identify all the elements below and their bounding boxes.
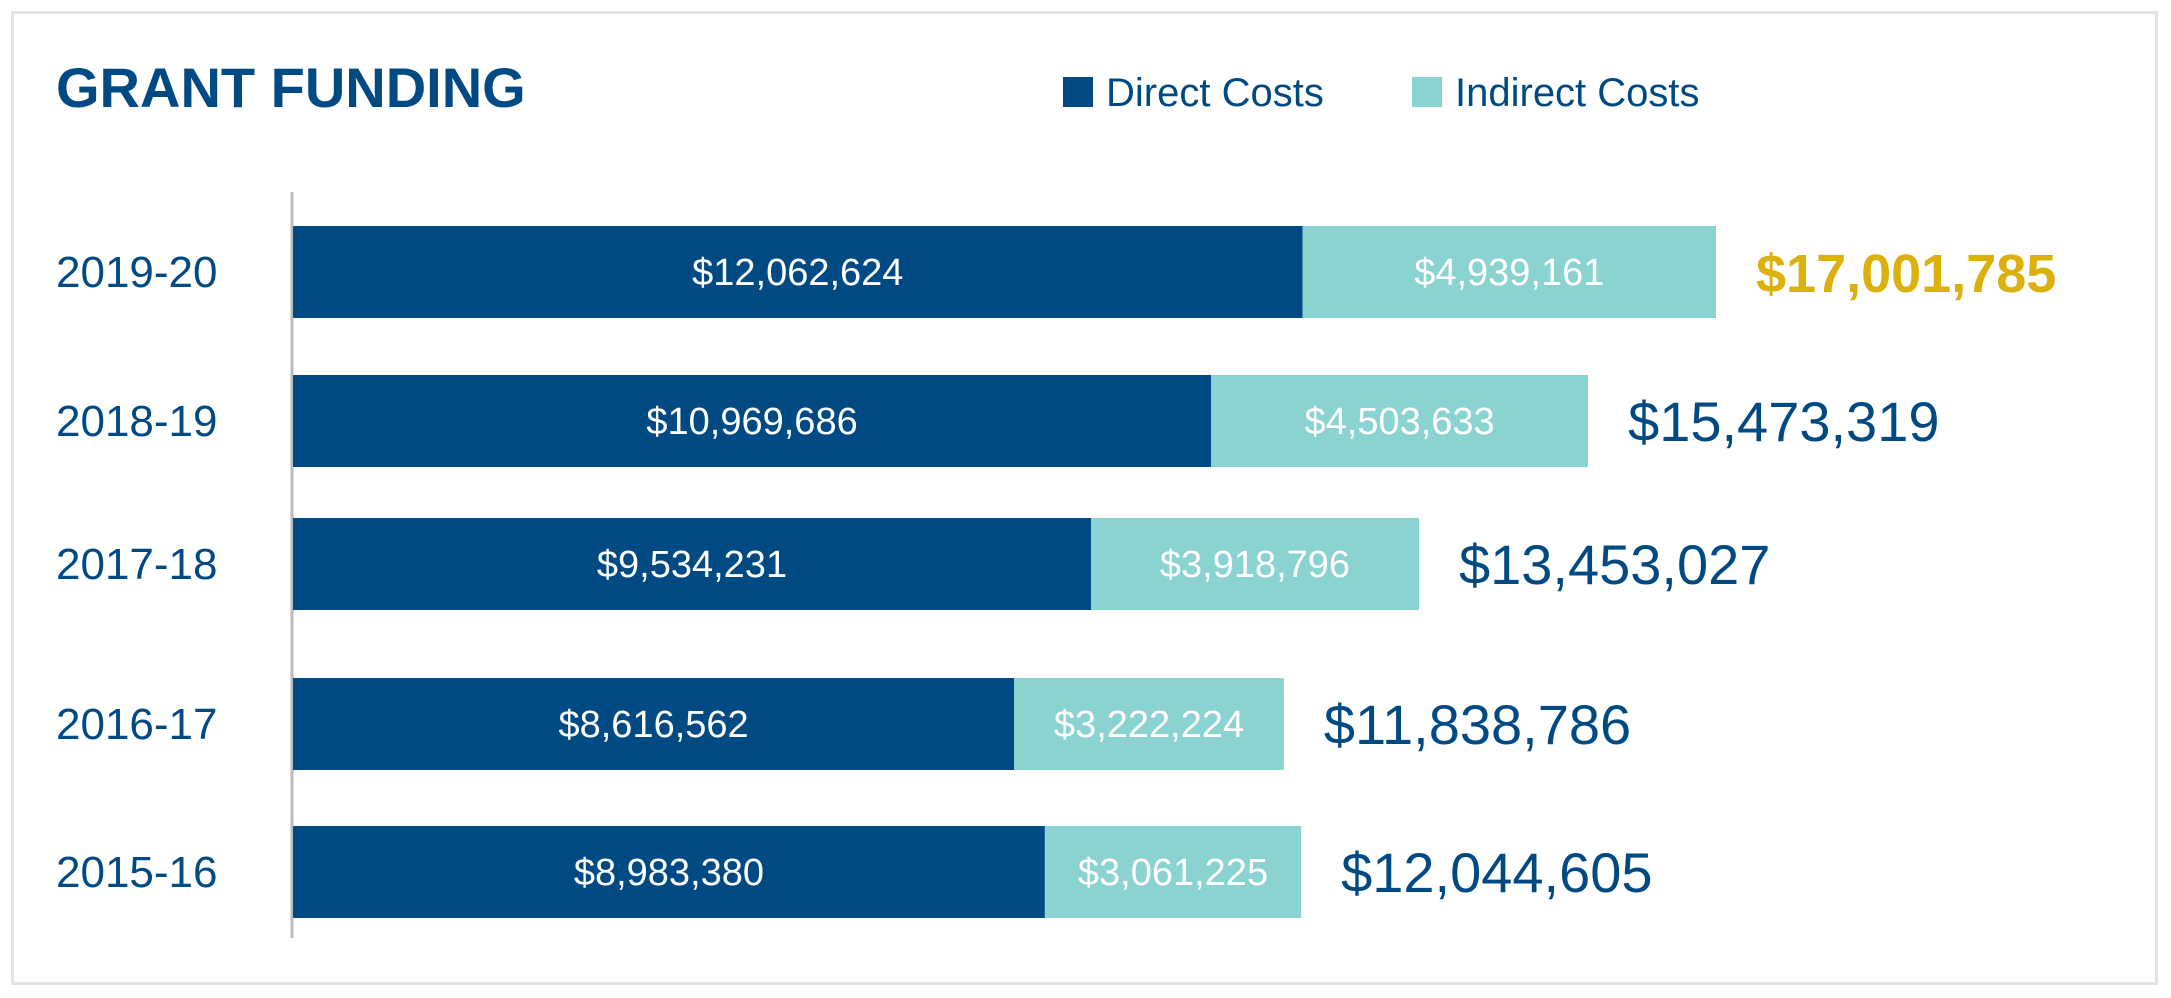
bar-indirect-costs	[1014, 678, 1284, 770]
bar-indirect-costs	[1302, 226, 1716, 318]
legend: Direct Costs Indirect Costs	[1063, 71, 1700, 115]
bar-label-direct: $9,534,231	[597, 544, 787, 586]
bar-label-direct: $8,983,380	[574, 852, 764, 894]
bar-direct-costs	[293, 226, 1303, 318]
bar-indirect-costs	[1211, 375, 1589, 467]
bar-label-indirect: $3,918,796	[1160, 544, 1350, 586]
chart-title: GRANT FUNDING	[56, 56, 526, 119]
legend-swatch-direct	[1063, 77, 1093, 107]
bar-indirect-costs	[1044, 826, 1302, 918]
category-label: 2018-19	[56, 397, 217, 446]
bar-direct-costs	[293, 518, 1091, 610]
bars-group: 2019-20 $12,062,624 $4,939,161 $17,001,785 2…	[56, 226, 2056, 918]
total-label: $15,473,319	[1628, 390, 1939, 453]
bar-direct-costs	[293, 826, 1045, 918]
category-label: 2016-17	[56, 700, 217, 749]
total-label: $12,044,605	[1341, 841, 1652, 904]
legend-swatch-indirect	[1412, 77, 1442, 107]
bar-label-indirect: $4,503,633	[1305, 401, 1495, 443]
bar-indirect-costs	[1090, 518, 1419, 610]
category-label: 2019-20	[56, 248, 217, 297]
total-label: $11,838,786	[1324, 693, 1631, 756]
bar-label-indirect: $4,939,161	[1414, 252, 1604, 294]
total-label: $13,453,027	[1459, 533, 1770, 596]
bar-label-indirect: $3,222,224	[1054, 704, 1244, 746]
category-label: 2017-18	[56, 540, 217, 589]
bar-label-indirect: $3,061,225	[1078, 852, 1268, 894]
bar-direct-costs	[293, 678, 1015, 770]
bar-label-direct: $8,616,562	[558, 704, 748, 746]
bar-direct-costs	[293, 375, 1212, 467]
category-label: 2015-16	[56, 848, 217, 897]
chart-card	[11, 11, 2158, 985]
total-label: $17,001,785	[1756, 244, 2056, 304]
legend-label-direct: Direct Costs	[1106, 71, 1324, 115]
bar-label-direct: $12,062,624	[692, 252, 903, 294]
legend-label-indirect: Indirect Costs	[1455, 71, 1700, 115]
bar-label-direct: $10,969,686	[646, 401, 857, 443]
